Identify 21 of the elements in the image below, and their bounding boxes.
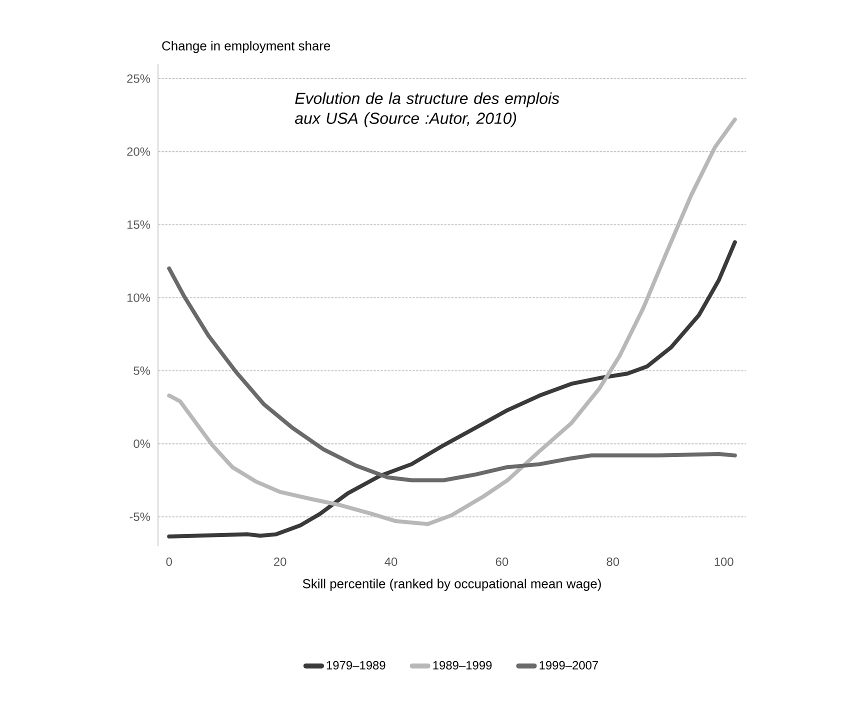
legend-label: 1989–1999: [433, 661, 492, 670]
line-series: [167, 240, 737, 538]
x-axis-title: Skill percentile (ranked by occupational mean wage): [302, 578, 601, 591]
line-series: [167, 266, 737, 482]
x-tick-label: 60: [496, 558, 508, 566]
y-tick-label: -5%: [130, 512, 150, 521]
legend-label: 1979–1989: [326, 661, 386, 670]
y-axis-title: Change in employment share: [162, 40, 330, 54]
x-tick-label: 100: [714, 558, 734, 566]
y-tick-label: 20%: [127, 147, 150, 156]
y-tick-label: 25%: [127, 74, 150, 83]
legend-label: 1999–2007: [540, 661, 598, 670]
x-tick-label: 0: [166, 558, 172, 566]
y-tick-label: 10%: [127, 293, 150, 302]
y-tick-label: 0%: [134, 440, 150, 448]
y-tick-label: 15%: [127, 220, 150, 229]
x-tick-label: 80: [606, 558, 620, 566]
x-tick-label: 20: [274, 558, 286, 566]
y-tick-label: 5%: [134, 366, 150, 375]
annotation: Evolution de la structure des emplois aux USA (Source :Autor, 2010): [295, 92, 560, 128]
x-tick-label: 40: [384, 558, 398, 566]
